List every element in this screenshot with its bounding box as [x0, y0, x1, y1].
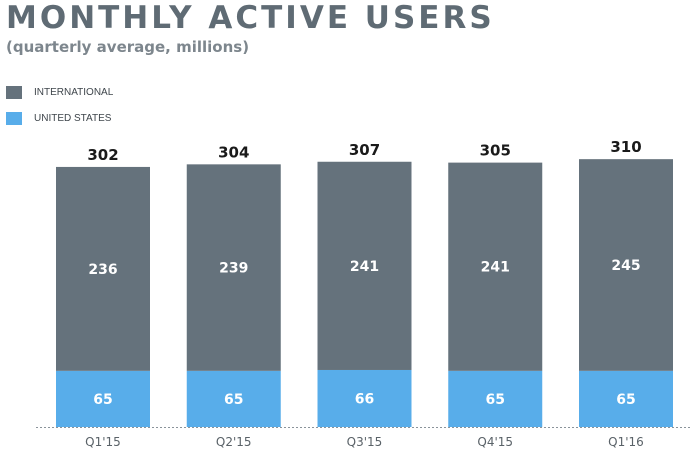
data-label-united-states: 65 [616, 392, 635, 408]
total-label: 307 [349, 141, 380, 159]
bar-segment-international [186, 164, 281, 371]
data-label-international: 239 [219, 261, 248, 277]
bar-segment-united-states [186, 370, 281, 427]
total-label: 304 [218, 143, 249, 161]
data-label-international: 241 [350, 259, 379, 275]
x-tick-label: Q1'15 [85, 435, 121, 449]
data-label-united-states: 65 [224, 392, 243, 408]
chart-title: MONTHLY ACTIVE USERS [6, 0, 495, 36]
bar-segment-united-states [579, 370, 673, 427]
x-tick-label: Q4'15 [477, 435, 513, 449]
data-label-international: 245 [611, 258, 640, 274]
bar-segment-international [56, 166, 150, 371]
legend-swatch-international [6, 85, 22, 99]
data-label-international: 236 [88, 262, 117, 278]
chart-subtitle: (quarterly average, millions) [6, 38, 250, 56]
legend-label-international: INTERNATIONAL [34, 86, 114, 98]
x-tick-label: Q2'15 [216, 435, 252, 449]
bar-segment-international [317, 161, 412, 370]
x-tick-label: Q3'15 [347, 435, 383, 449]
bar-segment-united-states [56, 370, 150, 427]
data-label-united-states: 66 [355, 391, 374, 407]
legend-swatch-united-states [6, 111, 22, 125]
total-label: 305 [480, 142, 511, 160]
total-label: 310 [610, 138, 641, 156]
data-label-united-states: 65 [486, 392, 505, 408]
legend-item-international: INTERNATIONAL [6, 84, 113, 100]
bar-segment-international [448, 162, 543, 371]
bar-segment-international [579, 159, 673, 371]
total-label: 302 [87, 146, 118, 164]
x-tick-label: Q1'16 [608, 435, 644, 449]
data-label-international: 241 [481, 260, 510, 276]
bar-segment-united-states [448, 370, 543, 427]
chart-legend: INTERNATIONAL UNITED STATES [6, 84, 113, 136]
legend-label-united-states: UNITED STATES [34, 112, 112, 124]
legend-item-united-states: UNITED STATES [6, 110, 113, 126]
bar-segment-united-states [317, 369, 412, 427]
data-label-united-states: 65 [93, 392, 112, 408]
